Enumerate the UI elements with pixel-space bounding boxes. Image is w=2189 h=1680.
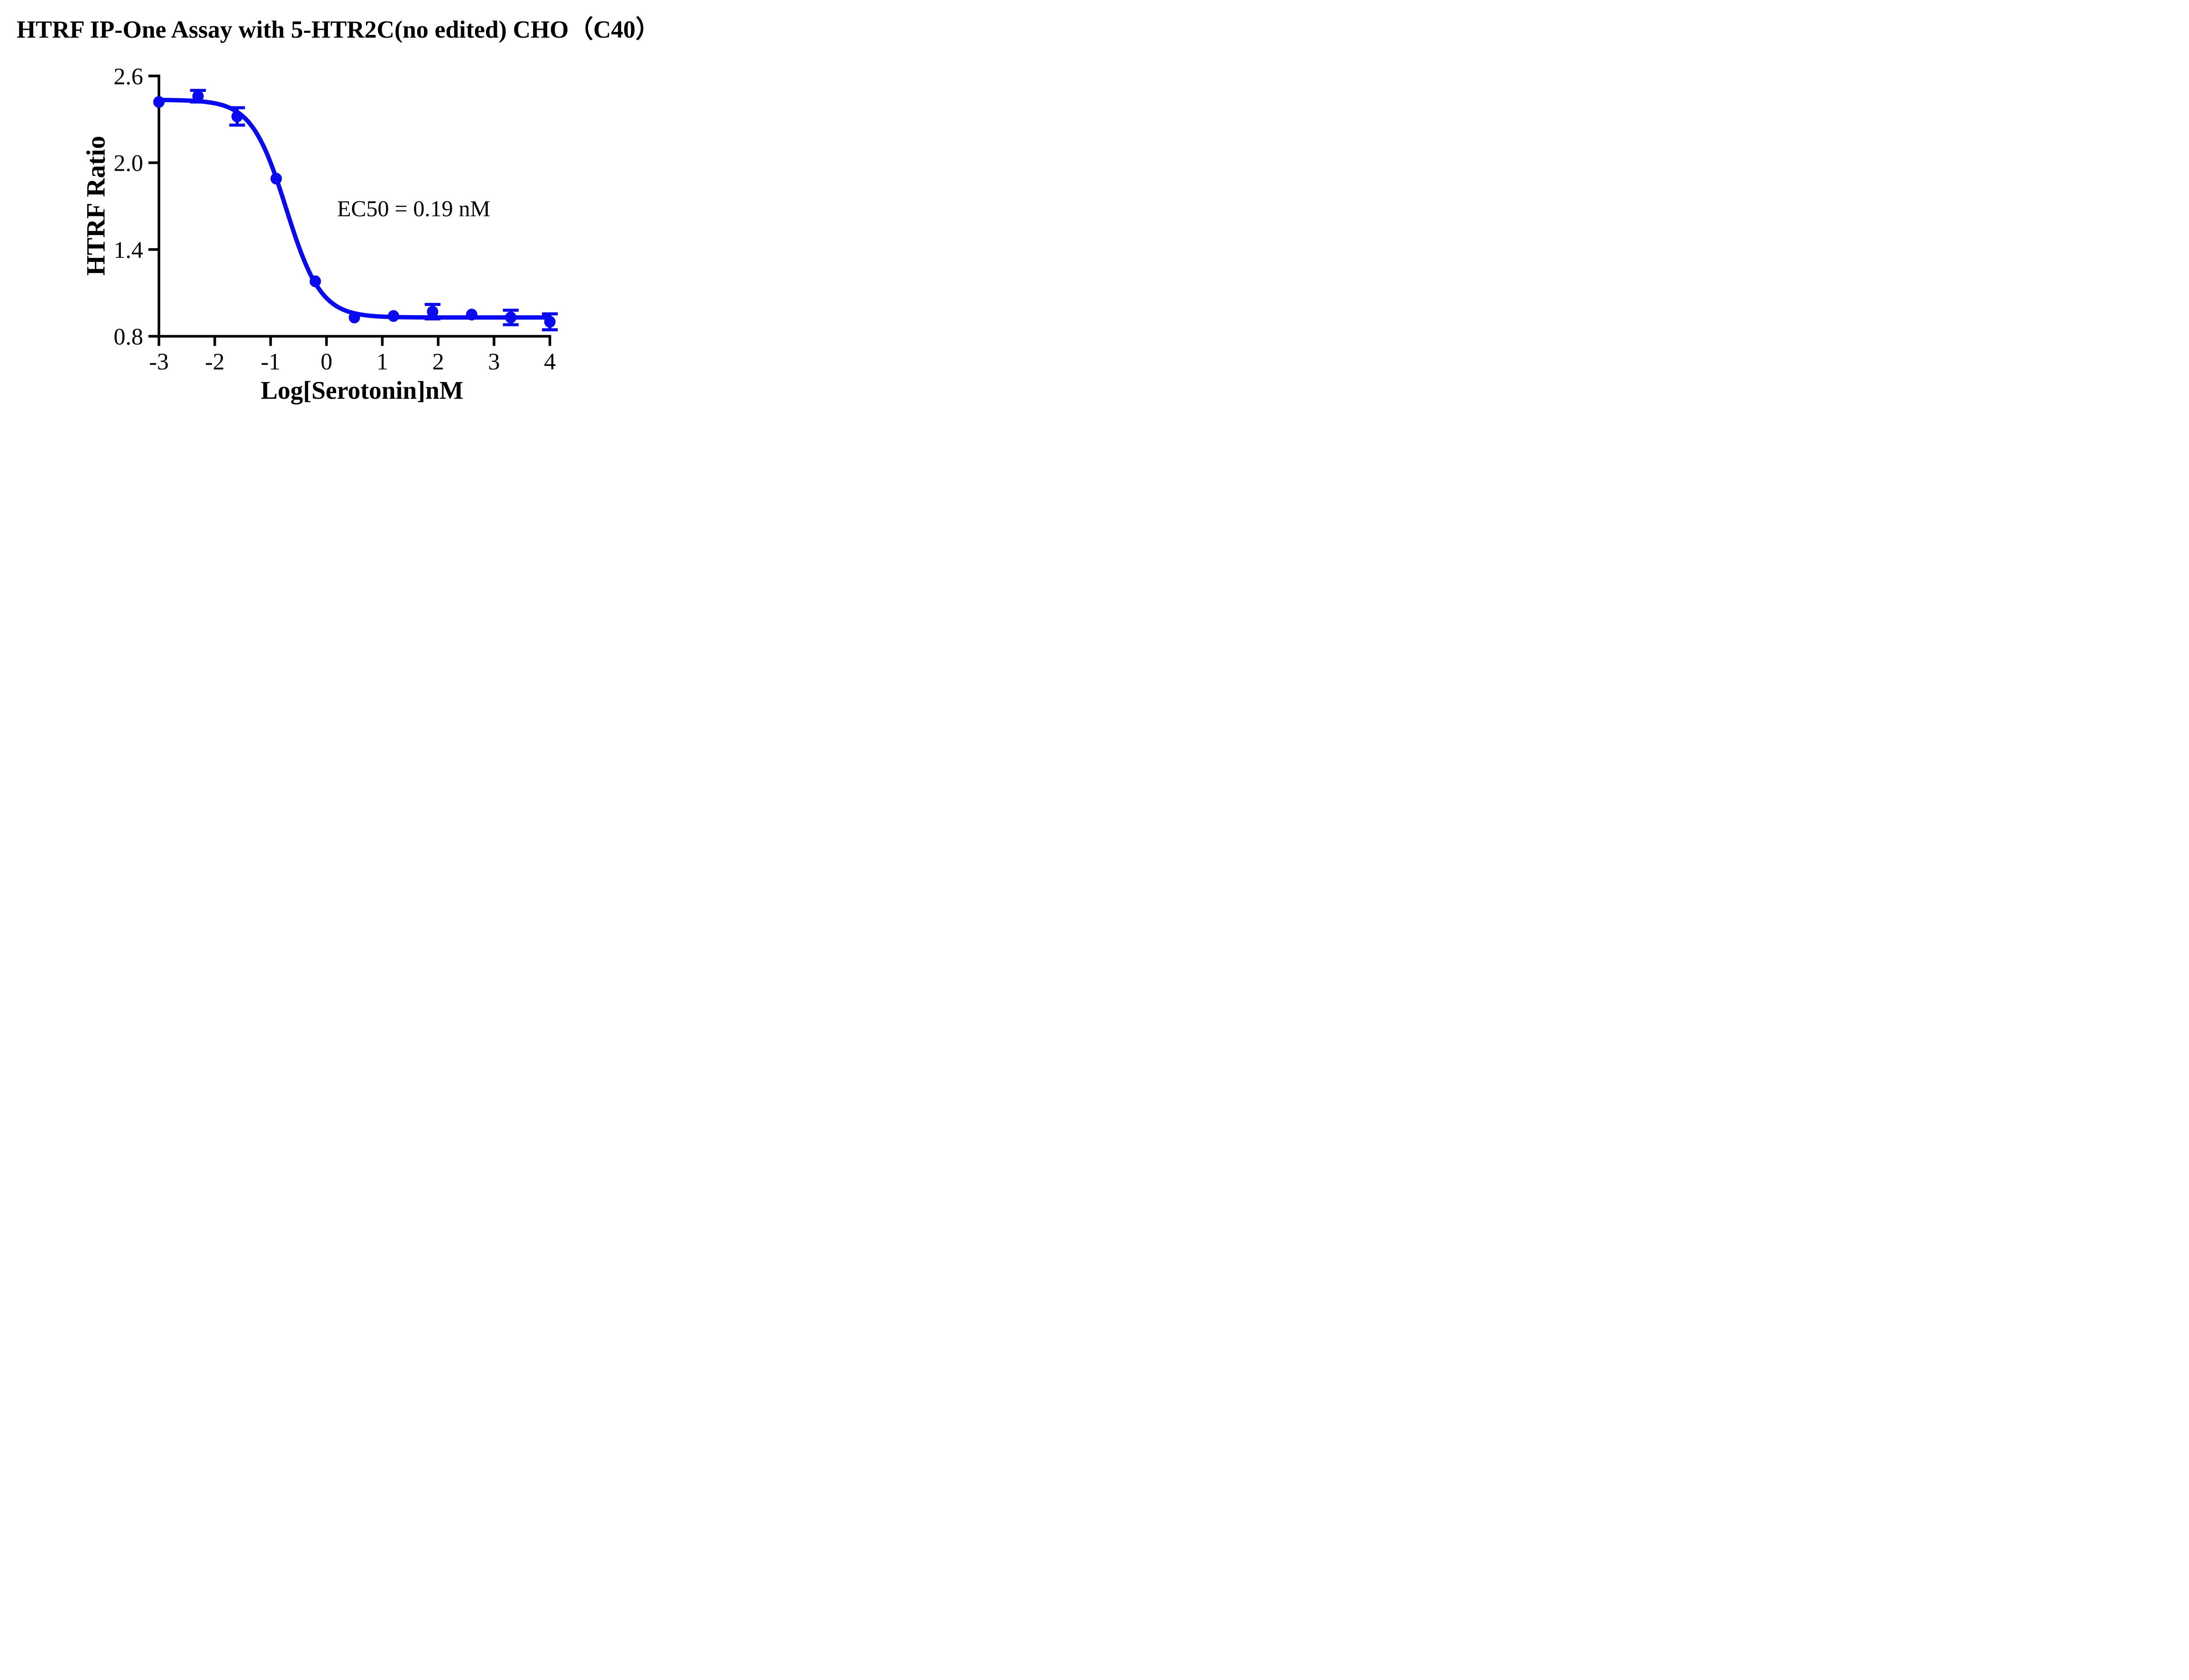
data-point-marker — [231, 110, 243, 123]
dose-response-chart: 2.6 2.0 1.4 0.8 -3 -2 -1 0 1 2 3 4 HTRF IP-One Assa… — [0, 0, 706, 420]
data-point-marker — [427, 306, 439, 318]
data-point-marker — [153, 96, 165, 108]
data-point-marker — [270, 172, 282, 185]
x-tick-label: 2 — [432, 348, 444, 375]
data-point-marker — [466, 309, 478, 321]
ec50-annotation: EC50 = 0.19 nM — [337, 197, 491, 221]
chart-title: HTRF IP-One Assay with 5-HTR2C(no edited… — [17, 16, 660, 43]
data-point-marker — [544, 316, 556, 328]
y-tick-label: 0.8 — [114, 323, 144, 350]
y-tick-label: 2.0 — [114, 150, 144, 176]
data-point-marker — [387, 310, 399, 322]
data-point-marker — [348, 311, 360, 323]
x-axis-title: Log[Serotonin]nM — [260, 376, 464, 404]
x-tick-label: 4 — [544, 348, 556, 375]
x-tick-label: -3 — [149, 348, 169, 375]
x-tick-label: -2 — [205, 348, 225, 375]
plot-area: 2.6 2.0 1.4 0.8-3 -2 -1 0 1 2 3 4 — [114, 63, 558, 375]
x-tick-label: 1 — [377, 348, 388, 375]
x-tick-label: 3 — [488, 348, 500, 375]
x-tick-label: 0 — [320, 348, 332, 375]
data-point-marker — [192, 90, 204, 102]
y-tick-label: 1.4 — [114, 237, 144, 263]
y-axis-title: HTRF Ratio — [81, 136, 110, 276]
data-point-marker — [310, 275, 321, 288]
x-tick-label: -1 — [261, 348, 281, 375]
y-tick-label: 2.6 — [114, 63, 144, 90]
data-point-marker — [505, 311, 517, 323]
